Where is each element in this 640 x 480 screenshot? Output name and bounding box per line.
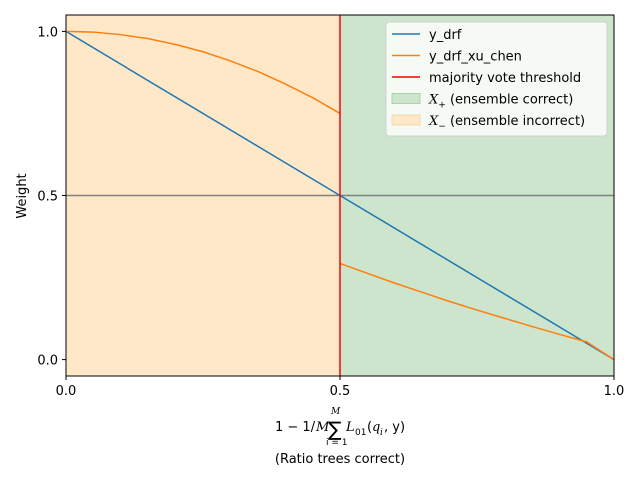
legend-swatch-patch [391,93,421,104]
legend-label-rest: (ensemble correct) [446,93,573,108]
xlabel-prefix: 1 − 1/ [275,420,316,435]
series-line-1 [65,30,341,115]
xlabel-L: L [345,420,355,435]
y-tick-label: 0.0 [37,354,58,369]
x-axis-label-formula: 1 − 1/ M M ∑ i = 1 L 01 ( q i , y) [275,407,405,448]
legend-math-subscript: + [438,101,446,111]
legend-math-subscript: − [438,122,446,132]
legend-label-rest: (ensemble incorrect) [446,114,585,129]
xlabel-L-sub: 01 [355,428,366,438]
xlabel-q: q [372,420,380,435]
y-tick-label: 1.0 [37,25,58,40]
x-axis-label-line2: (Ratio trees correct) [275,452,405,467]
x-axis-ticks: 0.0 0.5 1.0 [56,376,625,399]
xlabel-q-sub: i [380,428,383,438]
legend-math-x: X [428,93,439,108]
xlabel-sum: ∑ [328,417,342,441]
legend-label: y_drf [429,28,462,43]
legend-box [385,21,608,137]
y-axis-ticks: 0.0 0.5 1.0 [37,25,66,369]
xlabel-sum-upper: M [330,407,341,417]
x-tick-label: 0.5 [330,384,351,399]
legend-label: y_drf_xu_chen [429,50,522,65]
xlabel-open-paren: ( [367,420,372,435]
xlabel-rest: , y) [384,420,405,435]
legend-math-x: X [428,114,439,129]
series-line-2 [339,262,615,361]
y-axis-label: Weight [15,173,30,218]
x-tick-label: 1.0 [604,384,625,399]
legend-label: X+ (ensemble correct) [428,93,573,111]
legend: y_drf y_drf_xu_chen majority vote threshol… [385,21,608,137]
legend-swatch-patch [391,114,421,126]
xlabel-sum-lower: i = 1 [326,438,348,448]
legend-label: X− (ensemble incorrect) [428,114,585,132]
x-tick-label: 0.0 [56,384,77,399]
xlabel-M: M [315,420,330,435]
legend-label: majority vote threshold [429,71,581,86]
y-tick-label: 0.5 [37,190,58,205]
